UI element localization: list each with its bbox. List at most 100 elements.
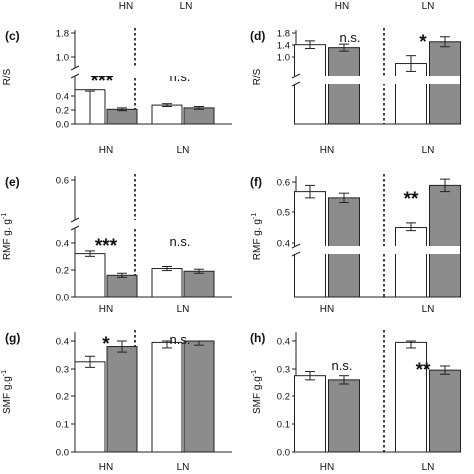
significance-mark: *	[419, 32, 427, 53]
panel-label: (d)	[250, 29, 265, 43]
bar-ln-white	[151, 341, 183, 453]
y-tick-label: 0.0	[277, 448, 290, 459]
y-tick-label: 1.8	[56, 29, 69, 40]
panel-label: (c)	[5, 29, 20, 43]
x-category-label: LN	[422, 462, 435, 473]
bar-ln-grey	[429, 184, 461, 298]
bar-hn-grey	[328, 379, 360, 453]
bar-hn-grey	[106, 108, 138, 125]
y-tick-label: 0.2	[56, 392, 69, 403]
axis-break-mark	[70, 65, 80, 71]
axis-break-mark	[70, 225, 80, 231]
bar-hn-grey	[106, 274, 138, 298]
y-tick-label: 0.1	[277, 420, 290, 431]
axis-break-gap	[69, 68, 234, 76]
y-tick-label: 0.4	[56, 92, 69, 103]
significance-mark: *	[102, 334, 110, 355]
y-tick-label: 0.0	[56, 448, 69, 459]
significance-mark: ***	[95, 236, 118, 257]
y-tick-label: 0.2	[277, 392, 290, 403]
axis-break-gap	[69, 220, 234, 228]
axis-break-mark	[291, 73, 301, 79]
x-category-label: HN	[99, 462, 113, 473]
bar-hn-white	[74, 253, 106, 298]
y-tick-label: 1.8	[277, 29, 290, 40]
panel-label: (f)	[250, 175, 262, 189]
y-axis-label-exponent: -1	[251, 370, 258, 376]
bar-hn-grey	[328, 47, 360, 125]
y-axis-label: RMF g. g-1	[1, 213, 13, 260]
significance-mark: **	[404, 189, 419, 210]
x-category-label: HN	[99, 304, 113, 315]
y-tick-label: 0.4	[56, 337, 69, 348]
panel-g: (g) SMF g.g-1 0.0 0.1 0.2 0.3 0.4 HN * LN n.s.	[1, 330, 232, 473]
axis-break-mark	[291, 243, 301, 249]
top-group-label-hn-right: HN	[335, 1, 349, 12]
x-category-label: HN	[320, 304, 334, 315]
x-category-label: HN	[320, 462, 334, 473]
bar-ln-white	[151, 268, 183, 298]
panel-c: (c)R/S0.00.20.41.01.8HN***LNn.s.	[2, 28, 234, 156]
y-axis-label: R/S	[252, 68, 263, 85]
bar-ln-grey	[183, 107, 215, 125]
y-tick-label: 0.2	[56, 106, 69, 117]
bar-ln-white	[151, 104, 183, 125]
x-category-label: LN	[177, 462, 190, 473]
bar-ln-white	[395, 63, 427, 125]
y-tick-label: 0.0	[56, 120, 69, 131]
y-axis-label: SMF g.g-1	[251, 370, 263, 414]
bar-ln-grey	[183, 270, 215, 298]
x-category-label: HN	[320, 145, 334, 156]
x-category-label: LN	[177, 145, 190, 156]
y-axis-label-exponent: -1	[1, 213, 8, 219]
y-tick-label: 0.4	[56, 239, 69, 250]
y-tick-label: 0.2	[56, 266, 69, 277]
y-axis-label: SMF g.g-1	[1, 370, 13, 414]
y-tick-label: 1.4	[277, 41, 290, 52]
bar-hn-white	[74, 361, 106, 453]
panel-f: (f) RMF g. g-1 0.4 0.5 0.6 HN LN **	[250, 174, 461, 315]
bar-ln-white	[395, 227, 427, 298]
panel-d: (d) R/S 1.01.41.8 HN n.s. LN *	[250, 28, 461, 156]
axis-break-mark	[70, 73, 80, 79]
panel-label: (e)	[5, 175, 20, 189]
y-axis-label: R/S	[2, 68, 13, 85]
significance-mark: n.s.	[340, 30, 361, 45]
top-group-label-ln-right: LN	[422, 1, 435, 12]
y-tick-label: 0.4	[277, 337, 290, 348]
bar-ln-white	[395, 341, 427, 453]
axis-break-mark	[291, 251, 301, 257]
y-tick-label: 0.5	[277, 208, 290, 219]
x-category-label: LN	[422, 145, 435, 156]
x-category-label: LN	[177, 304, 190, 315]
x-category-label: LN	[422, 304, 435, 315]
bar-ln-grey	[429, 369, 461, 453]
top-group-label-hn-left: HN	[119, 1, 133, 12]
x-category-label: HN	[99, 145, 113, 156]
bar-hn-white	[294, 44, 326, 125]
significance-mark: n.s.	[170, 332, 191, 347]
panel-e: (e) RMF g. g-1 0.0 0.2 0.4 0.6 HN *** LN n.s.	[1, 174, 234, 315]
y-axis-label-exponent: -1	[1, 370, 8, 376]
panel-label: (h)	[250, 331, 265, 345]
y-tick-label: 0.1	[56, 420, 69, 431]
y-tick-label: 0.0	[56, 293, 69, 304]
bar-hn-white	[294, 375, 326, 453]
axis-break-mark	[291, 81, 301, 87]
panel-label: (g)	[5, 331, 20, 345]
y-tick-label: 0.3	[277, 365, 290, 376]
y-tick-label: 0.6	[56, 176, 69, 187]
bar-hn-grey	[106, 346, 138, 453]
axis-break-gap	[290, 246, 460, 254]
panel-h: (h) SMF g.g-1 0.0 0.1 0.2 0.3 0.4 HN n.s. LN **	[250, 330, 461, 473]
significance-mark: n.s.	[332, 358, 353, 373]
axis-break-gap	[290, 76, 460, 84]
y-axis-label-exponent: -1	[251, 213, 258, 219]
y-tick-label: 1.0	[277, 53, 290, 64]
significance-mark: ***	[91, 71, 114, 92]
y-tick-label: 1.0	[56, 53, 69, 64]
significance-mark: n.s.	[170, 234, 191, 249]
y-tick-label: 0.3	[56, 365, 69, 376]
significance-mark: **	[416, 360, 431, 381]
